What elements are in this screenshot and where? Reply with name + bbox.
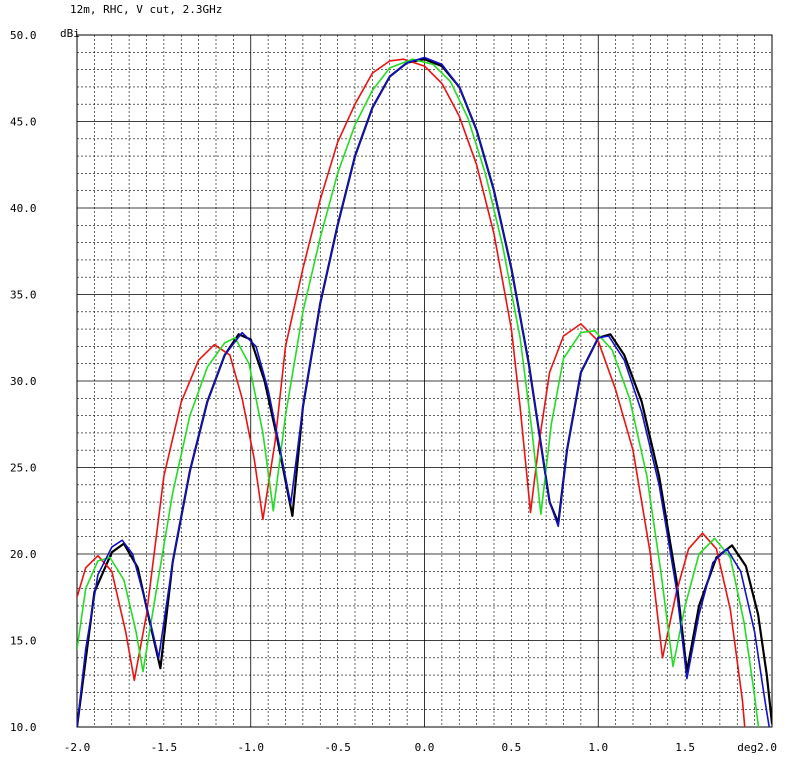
x-tick-label: 1.0 — [588, 741, 608, 754]
y-tick-label: 25.0 — [10, 462, 37, 475]
y-tick-label: 40.0 — [10, 202, 37, 215]
chart-title: 12m, RHC, V cut, 2.3GHz — [70, 3, 222, 16]
grid — [77, 35, 772, 727]
x-tick-label: -0.5 — [324, 741, 351, 754]
y-tick-label: 50.0 — [10, 29, 37, 42]
x-tick-label: 0.0 — [415, 741, 435, 754]
x-axis-ticks: -2.0 -1.5 -1.0 -0.5 0.0 0.5 1.0 1.5 deg2.0 — [64, 741, 777, 754]
y-axis-ticks: 10.0 15.0 20.0 25.0 30.0 35.0 40.0 45.0 50.0 — [10, 29, 37, 734]
x-tick-label: deg2.0 — [737, 741, 777, 754]
series-layer — [77, 56, 772, 727]
y-tick-label: 45.0 — [10, 116, 37, 129]
x-tick-label: -1.0 — [238, 741, 265, 754]
x-tick-label: 0.5 — [501, 741, 521, 754]
y-tick-label: 20.0 — [10, 548, 37, 561]
y-tick-label: 15.0 — [10, 635, 37, 648]
plot-frame — [76, 34, 773, 728]
x-tick-label: -1.5 — [151, 741, 178, 754]
series-line-4 — [77, 56, 771, 727]
y-tick-label: 10.0 — [10, 721, 37, 734]
series-line-2 — [77, 58, 746, 727]
series-line-3 — [77, 58, 760, 727]
y-tick-label: 30.0 — [10, 375, 37, 388]
x-tick-label: -2.0 — [64, 741, 91, 754]
x-tick-label: 1.5 — [675, 741, 695, 754]
y-axis-label: dBi — [60, 27, 80, 40]
y-tick-label: 35.0 — [10, 289, 37, 302]
